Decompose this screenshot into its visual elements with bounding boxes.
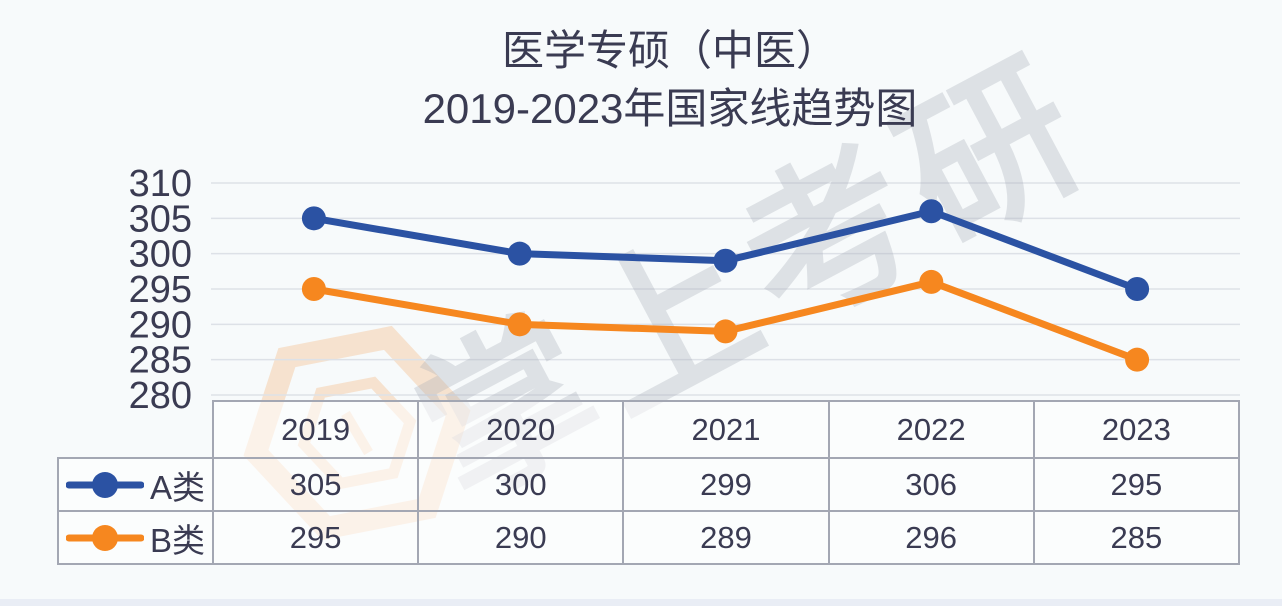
data-point-marker: [301, 206, 326, 231]
chart-title: 医学专硕（中医） 2019-2023年国家线趋势图: [100, 22, 1240, 138]
series-line-B类: [310, 278, 1141, 364]
data-point-marker: [713, 248, 738, 273]
y-tick-label: 290: [129, 304, 192, 346]
score-table: 2019 2020 2021 2022 2023 A类 305 300 299 306 295 B类…: [57, 400, 1241, 565]
legend-key-wrap: A类: [60, 461, 211, 509]
value-cell: 295: [1032, 457, 1241, 512]
legend-marker-icon: [65, 524, 144, 551]
legend-marker-icon: [65, 471, 144, 498]
legend-label: A类: [149, 468, 205, 506]
data-point-marker: [301, 277, 326, 301]
table-header-row: 2019 2020 2021 2022 2023: [58, 400, 1241, 459]
table-row: B类 295 290 289 296 285: [57, 510, 1241, 565]
year-header-cell: 2019: [211, 400, 420, 459]
legend-dot: [91, 471, 118, 498]
value-cell: 300: [417, 457, 625, 512]
year-header-cell: 2021: [622, 400, 830, 459]
value-cell: 299: [622, 457, 830, 512]
legend-label: B类: [149, 521, 205, 559]
y-tick-label: 300: [129, 234, 192, 276]
value-cell: 305: [211, 457, 420, 512]
value-cell: 296: [827, 510, 1035, 565]
table-row: A类 305 300 299 306 295: [57, 457, 1241, 512]
data-point-marker: [1125, 347, 1150, 372]
legend-key-wrap: B类: [60, 514, 211, 562]
score-table-body: A类 305 300 299 306 295 B类 295 290 289 296 285: [57, 457, 1241, 565]
y-tick-label: 310: [129, 163, 192, 205]
value-cell: 289: [622, 510, 830, 565]
value-cell: 290: [417, 510, 625, 565]
y-tick-label: 285: [129, 340, 192, 382]
y-tick-label: 295: [129, 269, 192, 311]
y-tick-label: 305: [129, 198, 192, 240]
year-header-cell: 2022: [827, 400, 1035, 459]
data-point-marker: [919, 269, 944, 294]
value-cell: 295: [211, 510, 420, 565]
data-point-marker: [713, 319, 738, 344]
year-header-cell: 2023: [1032, 400, 1241, 459]
data-point-marker: [507, 241, 532, 266]
data-point-marker: [1125, 277, 1150, 301]
series-line-A类: [310, 207, 1141, 293]
table-corner-cell: [58, 401, 213, 458]
value-cell: 285: [1032, 510, 1241, 565]
legend-cell-B类: B类: [57, 510, 214, 565]
data-point-marker: [919, 199, 944, 224]
year-header-cell: 2020: [417, 400, 625, 459]
legend-cell-A类: A类: [57, 457, 214, 512]
legend-dot: [91, 524, 118, 551]
chart-title-line1: 医学专硕（中医）: [501, 27, 838, 74]
value-cell: 306: [827, 457, 1035, 512]
chart-title-line2: 2019-2023年国家线趋势图: [422, 84, 918, 132]
bottom-edge-strip: [0, 599, 1282, 606]
data-point-marker: [507, 312, 532, 337]
score-table-head: 2019 2020 2021 2022 2023: [58, 400, 1241, 459]
